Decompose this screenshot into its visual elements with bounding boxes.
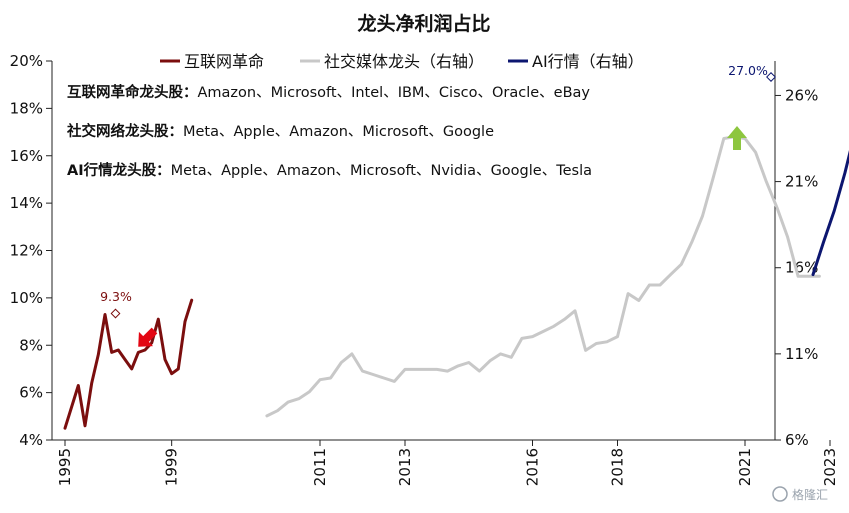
chart-title: 龙头净利润占比 bbox=[357, 12, 490, 35]
note-social-title: 社交网络龙头股： bbox=[66, 122, 183, 140]
peak-marker-ai bbox=[766, 72, 776, 82]
x-tick-label: 1999 bbox=[163, 448, 181, 486]
left-tick-label: 16% bbox=[10, 147, 43, 165]
peak-label-ai: 27.0% bbox=[728, 63, 768, 78]
left-tick-label: 12% bbox=[10, 242, 43, 260]
left-tick-label: 18% bbox=[10, 99, 43, 117]
green-up-arrow-icon bbox=[727, 126, 747, 150]
red-down-arrow-icon bbox=[138, 327, 158, 347]
left-tick-label: 10% bbox=[10, 289, 43, 307]
note-ai-list: Meta、Apple、Amazon、Microsoft、Nvidia、Googl… bbox=[171, 163, 592, 179]
note-ai-title: AI行情龙头股： bbox=[67, 161, 171, 179]
right-tick-label: 26% bbox=[785, 86, 818, 104]
x-tick-label: 2016 bbox=[524, 448, 542, 486]
left-tick-label: 6% bbox=[19, 384, 43, 402]
x-tick-label: 2023 bbox=[821, 448, 839, 486]
note-social-list: Meta、Apple、Amazon、Microsoft、Google bbox=[183, 124, 494, 140]
peak-marker-internet bbox=[110, 308, 121, 319]
x-axis-ticks: 1995 1999 2011 2013 2016 2018 2021 2023 bbox=[56, 440, 839, 486]
stock-notes: 互联网革命龙头股：Amazon、Microsoft、Intel、IBM、Cisc… bbox=[66, 83, 592, 179]
x-tick-label: 2011 bbox=[311, 448, 329, 486]
watermark-text: 格隆汇 bbox=[792, 487, 828, 502]
note-social: 社交网络龙头股：Meta、Apple、Amazon、Microsoft、Goog… bbox=[66, 122, 494, 140]
x-tick-label: 2013 bbox=[396, 448, 414, 486]
legend-label-internet: 互联网革命 bbox=[184, 52, 264, 71]
left-tick-label: 20% bbox=[10, 52, 43, 70]
left-tick-label: 8% bbox=[19, 336, 43, 354]
right-tick-label: 21% bbox=[785, 173, 818, 191]
note-ai: AI行情龙头股：Meta、Apple、Amazon、Microsoft、Nvid… bbox=[67, 161, 592, 179]
note-internet-title: 互联网革命龙头股： bbox=[67, 83, 198, 101]
series-line-0 bbox=[63, 298, 194, 430]
right-tick-label: 6% bbox=[785, 431, 809, 449]
peak-label-internet: 9.3% bbox=[100, 289, 132, 304]
annotation-ai-peak: 27.0% bbox=[728, 63, 776, 82]
left-axis-ticks: 4% 6% 8% 10% 12% 14% 16% 18% 20% bbox=[10, 52, 52, 449]
x-tick-label: 2018 bbox=[609, 448, 627, 486]
watermark: 格隆汇 bbox=[772, 486, 828, 502]
watermark-logo-icon bbox=[772, 486, 788, 502]
note-internet-list: Amazon、Microsoft、Intel、IBM、Cisco、Oracle、… bbox=[198, 85, 591, 101]
left-tick-label: 4% bbox=[19, 431, 43, 449]
legend-label-ai: AI行情（右轴） bbox=[532, 52, 644, 71]
right-tick-label: 11% bbox=[785, 345, 818, 363]
annotation-internet-peak: 9.3% bbox=[100, 289, 132, 319]
x-tick-label: 2021 bbox=[736, 448, 754, 486]
legend: 互联网革命 社交媒体龙头（右轴） AI行情（右轴） bbox=[160, 52, 644, 71]
x-tick-label: 1995 bbox=[56, 448, 74, 486]
left-tick-label: 14% bbox=[10, 194, 43, 212]
series-line-2 bbox=[811, 150, 849, 277]
legend-label-social: 社交媒体龙头（右轴） bbox=[324, 52, 484, 71]
note-internet: 互联网革命龙头股：Amazon、Microsoft、Intel、IBM、Cisc… bbox=[67, 83, 590, 101]
